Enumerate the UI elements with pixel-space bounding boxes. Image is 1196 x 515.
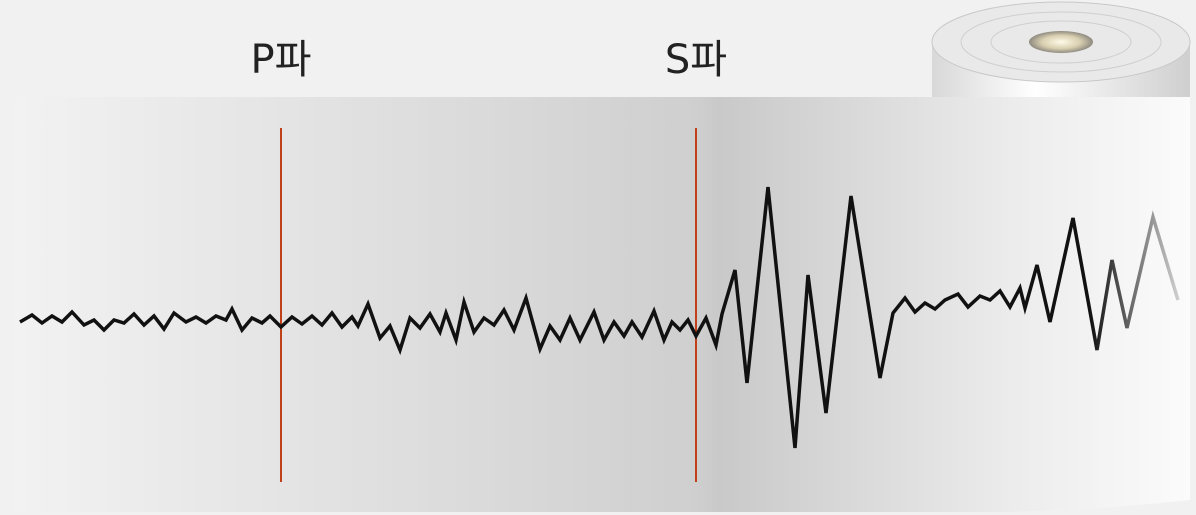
paper-strip [15,97,1190,512]
s-wave-label: S파 [665,37,727,83]
seismogram-diagram: P파 S파 [0,0,1196,515]
paper-roll [932,2,1190,102]
p-wave-label: P파 [251,37,312,83]
